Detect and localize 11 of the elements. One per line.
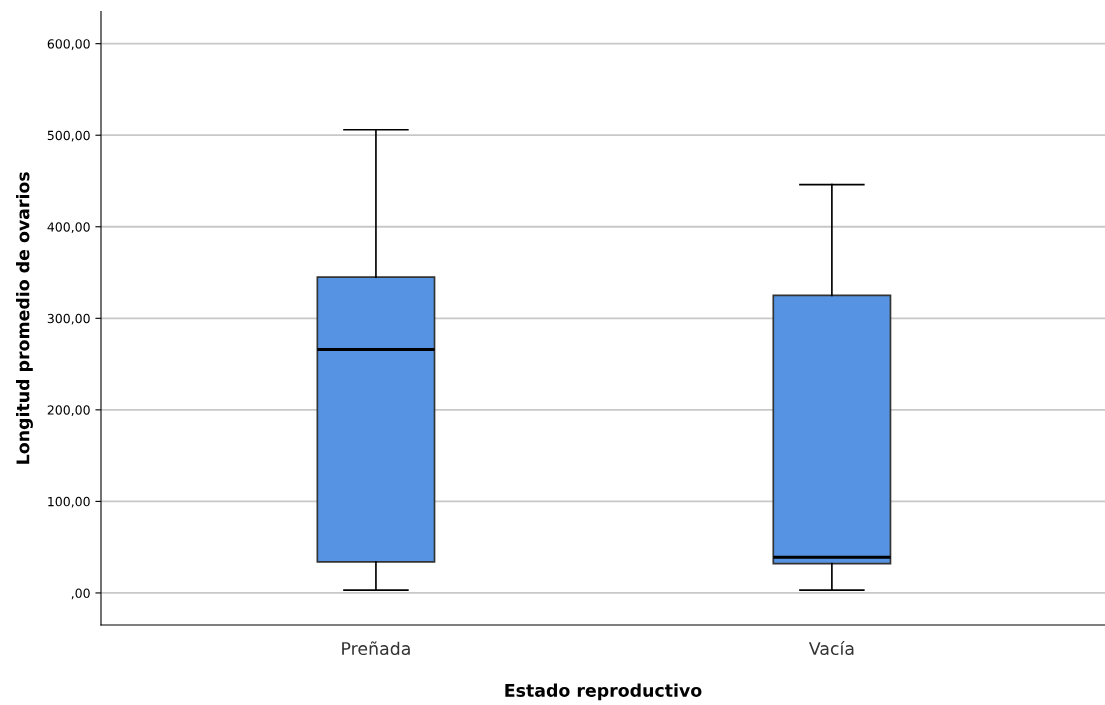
y-tick-label: ,00 — [71, 588, 90, 600]
x-axis-title: Estado reproductivo — [505, 683, 702, 701]
y-axis-title: Longitud promedio de ovarios — [16, 172, 33, 464]
y-tick-label: 500,00 — [47, 130, 90, 142]
x-tick-label: Preñada — [342, 641, 410, 656]
y-tick-label: 600,00 — [47, 39, 90, 50]
y-tick-label: 300,00 — [47, 313, 90, 325]
y-tick-label: 100,00 — [48, 496, 90, 508]
y-tick-label: 200,00 — [47, 405, 90, 417]
y-tick-label: 400,00 — [47, 222, 90, 233]
x-tick-label: Vacía — [808, 640, 854, 656]
